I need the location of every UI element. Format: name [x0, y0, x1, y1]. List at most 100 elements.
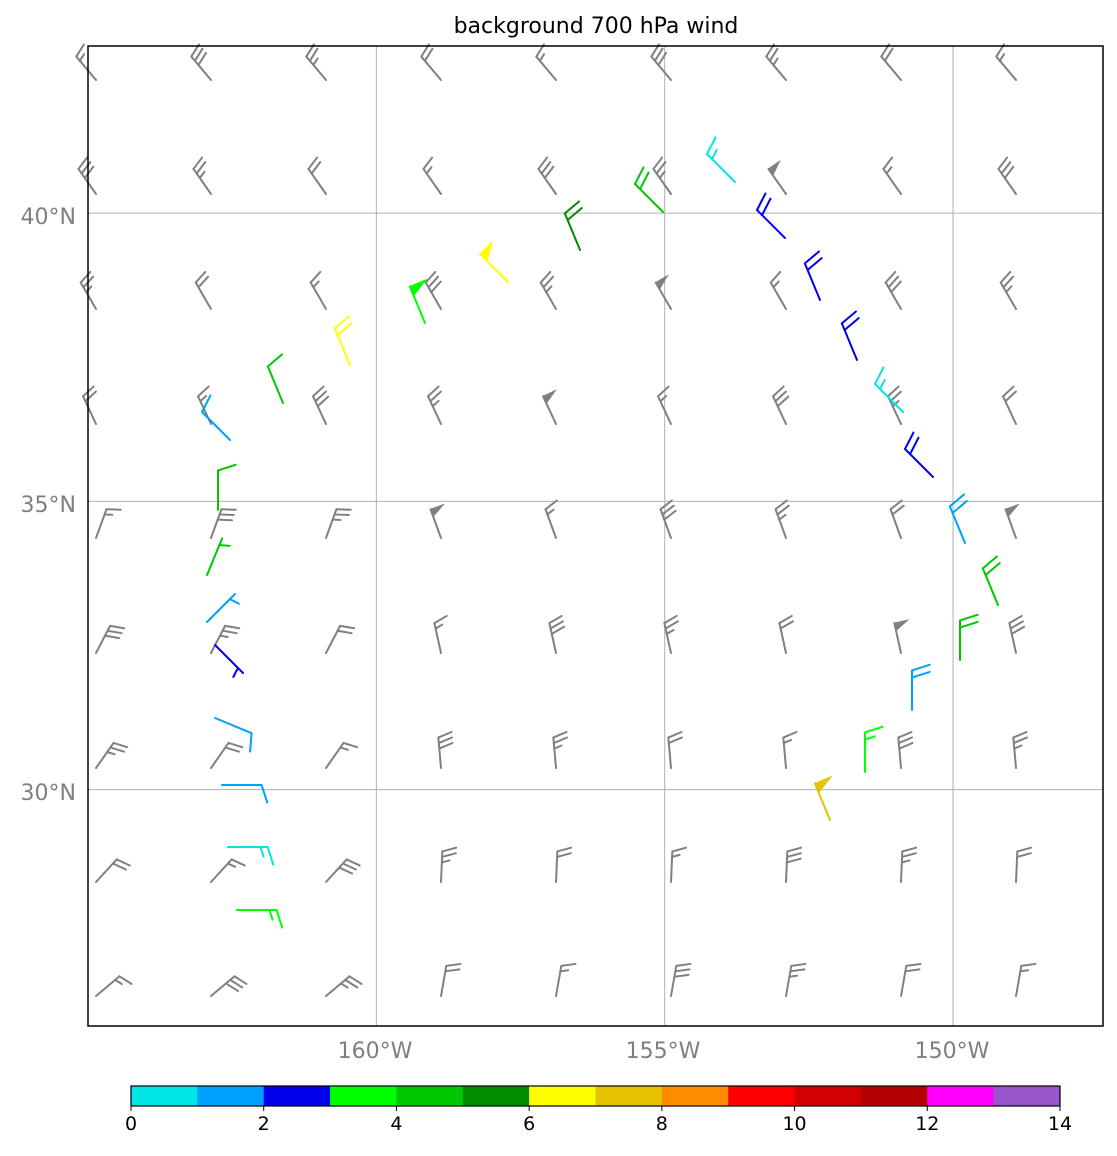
barb-flag	[1004, 390, 1017, 403]
barb-flag	[429, 390, 442, 403]
lon-label-155w: 155°W	[626, 1039, 701, 1064]
colored-wind-barb	[903, 431, 934, 478]
barb-flag	[339, 624, 356, 630]
barb-flag	[441, 852, 457, 858]
barb-flag	[224, 982, 240, 993]
barb-half-flag	[226, 862, 237, 868]
barb-flag	[782, 730, 798, 739]
barb-flag	[422, 156, 434, 170]
background-barb	[659, 499, 677, 539]
barb-flag	[951, 500, 968, 515]
barb-flag	[342, 741, 359, 749]
barb-half-flag	[998, 53, 1006, 62]
barb-flag	[312, 385, 325, 398]
background-barb	[548, 614, 566, 654]
barb-flag	[769, 270, 782, 284]
barb-flag	[657, 385, 670, 398]
background-barb	[309, 270, 327, 310]
barb-flag	[901, 852, 917, 858]
barb-half-flag	[425, 166, 433, 175]
barb-flag	[224, 746, 241, 753]
barb-half-flag	[434, 623, 444, 630]
barb-half-flag	[772, 280, 780, 289]
barb-half-flag	[218, 544, 231, 547]
barb-flag	[118, 975, 133, 985]
barb-half-flag	[431, 399, 440, 408]
gridlines	[88, 46, 1103, 1026]
barb-flag	[249, 732, 253, 753]
barb-flag	[674, 968, 691, 973]
barb-flag	[437, 736, 453, 745]
colorbar-swatch	[595, 1086, 663, 1106]
barb-flag	[655, 161, 667, 175]
barb-half-flag	[106, 750, 116, 756]
background-barb	[95, 975, 133, 997]
barb-flag	[755, 192, 767, 211]
barb-half-flag	[78, 53, 86, 62]
colorbar-tick-label: 8	[656, 1113, 668, 1135]
barb-flag	[981, 555, 998, 570]
barb-flag	[106, 629, 123, 635]
background-barb	[785, 846, 803, 883]
background-barb	[95, 741, 129, 769]
barb-flag	[549, 620, 564, 630]
barb-flag	[772, 385, 785, 398]
barb-flag	[761, 197, 772, 217]
background-barb	[1008, 614, 1026, 654]
barb-flag	[948, 493, 965, 508]
colored-wind-barb	[705, 136, 736, 183]
background-barb	[767, 159, 787, 195]
barb-flag	[427, 385, 440, 398]
barb-flag	[959, 620, 979, 629]
barb-flag	[779, 620, 794, 630]
barb-flag	[887, 275, 900, 289]
barb-flag	[789, 968, 806, 973]
barb-flag	[652, 156, 664, 170]
background-barb	[424, 270, 442, 310]
colorbar-swatch	[131, 1086, 198, 1106]
colored-wind-barb	[227, 846, 275, 866]
colored-wind-barb	[408, 278, 428, 324]
barb-flag	[336, 629, 353, 635]
colored-wind-barb	[217, 463, 237, 511]
colored-wind-barb	[840, 310, 860, 361]
barb-flag	[83, 165, 95, 179]
lat-label-35n: 35°N	[21, 493, 76, 518]
barb-flag	[260, 784, 269, 804]
barb-flag	[803, 250, 820, 265]
colorbar-swatch	[396, 1086, 464, 1106]
barb-flag	[774, 499, 788, 511]
background-barb	[555, 846, 573, 883]
colorbar-swatch	[661, 1086, 729, 1106]
barb-flag	[444, 968, 461, 973]
barb-flag	[109, 746, 126, 753]
barb-flag	[1002, 385, 1015, 398]
barb-half-flag	[199, 394, 208, 403]
background-barb	[210, 624, 241, 654]
colorbar-swatch	[263, 1086, 331, 1106]
background-barb	[539, 270, 557, 310]
barb-flag	[664, 620, 679, 630]
background-barb	[778, 614, 794, 654]
barb-flag	[333, 315, 350, 330]
barb-flag	[1020, 962, 1037, 967]
barb-half-flag	[312, 57, 319, 67]
barb-flag	[224, 624, 241, 630]
barb-flag	[275, 909, 284, 929]
barb-flag	[997, 156, 1009, 170]
background-barb	[1012, 730, 1028, 769]
barb-flag	[663, 614, 678, 625]
barb-flag	[661, 504, 675, 516]
barb-flag	[1008, 614, 1023, 625]
background-barb	[654, 274, 672, 310]
background-barb	[75, 43, 97, 81]
background-barb	[667, 730, 683, 769]
barb-flag	[266, 846, 275, 866]
barb-half-flag	[339, 982, 349, 989]
barb-flag	[77, 156, 89, 170]
background-barb	[1004, 503, 1020, 539]
colored-wind-barb	[959, 613, 979, 661]
barb-half-flag	[198, 170, 206, 179]
colorbar-swatch	[794, 1086, 862, 1106]
background-barb	[429, 503, 445, 539]
